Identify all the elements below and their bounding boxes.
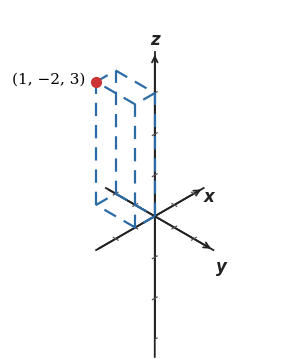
Text: z: z xyxy=(150,31,160,49)
Text: (1, −2, 3): (1, −2, 3) xyxy=(13,73,86,87)
Text: x: x xyxy=(204,188,215,206)
Text: y: y xyxy=(216,258,227,276)
